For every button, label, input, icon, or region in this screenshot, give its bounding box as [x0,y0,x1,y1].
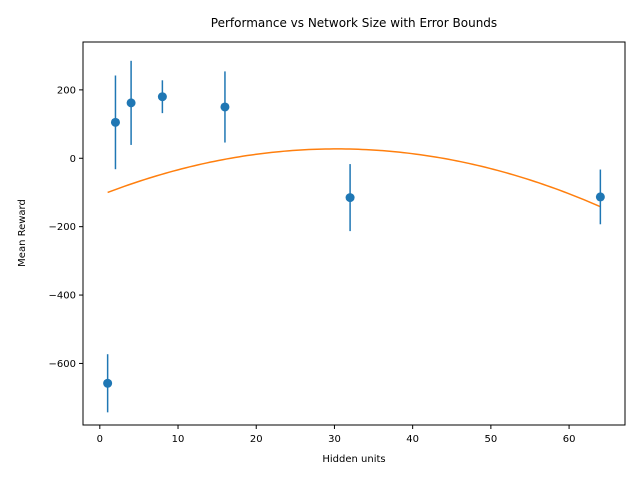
y-axis-label: Mean Reward [17,199,28,267]
x-axis-label: Hidden units [322,454,385,465]
axes-frame [82,41,626,426]
y-tick-label: −200 [49,222,76,233]
x-tick-label: 10 [172,434,185,445]
x-tick-label: 60 [563,434,576,445]
chart-title: Performance vs Network Size with Error B… [211,16,497,30]
y-axis-ticks: −600 −400 −200 0 200 [49,85,83,370]
fit-curve-line [107,148,601,208]
data-point [345,193,355,203]
x-tick-label: 40 [406,434,419,445]
y-tick-label: −600 [49,359,76,370]
data-point [157,92,167,102]
data-point [126,98,136,108]
y-tick-label: −400 [49,291,76,302]
data-point [595,192,605,202]
data-point [110,117,120,127]
y-tick-label: 0 [70,154,76,165]
x-tick-label: 20 [250,434,263,445]
x-tick-label: 30 [328,434,341,445]
data-point [220,102,230,112]
data-point [103,378,113,388]
x-axis-ticks: 0 10 20 30 40 50 60 [97,425,576,445]
plot-area [103,60,605,413]
x-tick-label: 50 [485,434,498,445]
x-tick-label: 0 [97,434,103,445]
y-tick-label: 200 [57,85,76,96]
